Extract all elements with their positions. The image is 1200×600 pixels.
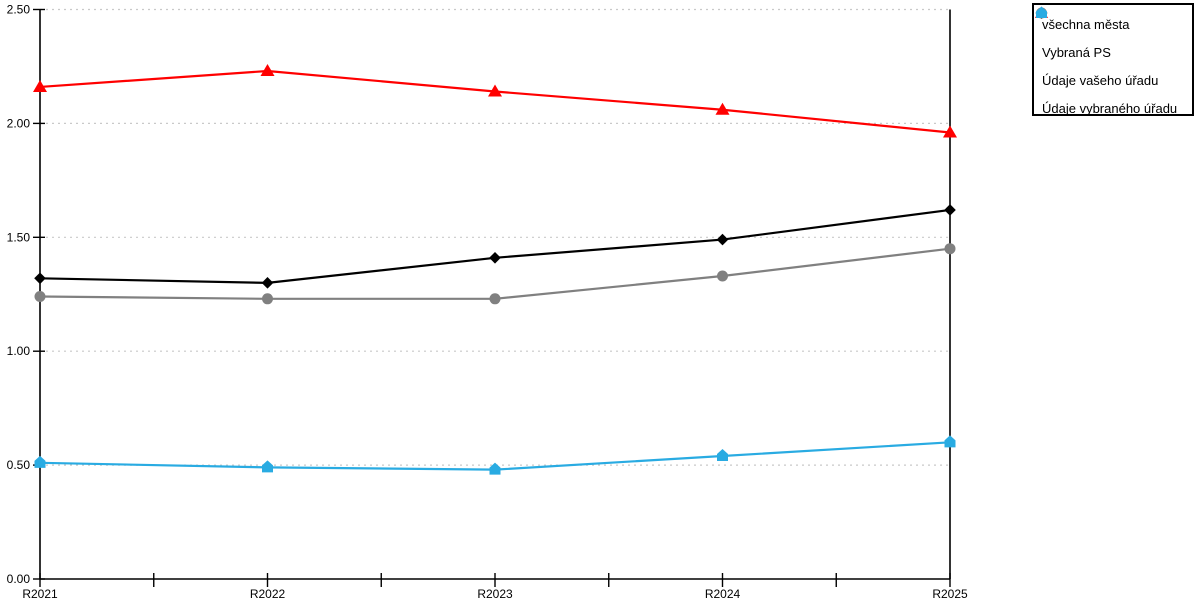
data-point [944, 435, 956, 448]
data-point [34, 291, 46, 303]
data-point [260, 64, 275, 77]
legend-item-label: Vybraná PS [1042, 44, 1111, 60]
data-point [943, 125, 957, 138]
data-point [489, 462, 501, 475]
y-axis-tick-label: 0.50 [7, 458, 31, 472]
legend-item-label: Údaje vašeho úřadu [1042, 72, 1159, 88]
legend-item-label: všechna města [1042, 16, 1130, 32]
x-axis-tick-label: R2022 [250, 587, 286, 600]
legend-item: Údaje vašeho úřadu [1035, 6, 1192, 94]
data-point [261, 277, 274, 289]
pentagon-marker-icon [1036, 6, 1047, 18]
data-point [488, 84, 502, 97]
series-line [39, 69, 951, 134]
series-line [39, 208, 951, 284]
data-point [716, 233, 729, 246]
data-point [34, 455, 46, 468]
data-point [944, 204, 956, 216]
x-axis-tick-label: R2025 [932, 587, 968, 600]
data-point [717, 448, 728, 461]
data-point [262, 460, 273, 473]
data-point [489, 252, 501, 264]
data-point [717, 270, 728, 282]
data-point [262, 293, 273, 305]
x-axis-tick-label: R2021 [22, 587, 58, 600]
y-axis-tick-label: 1.50 [7, 230, 31, 244]
data-point [715, 102, 730, 115]
y-axis-tick-label: 2.00 [7, 116, 31, 130]
x-axis-tick-label: R2023 [477, 587, 513, 600]
y-axis-tick-label: 0.00 [7, 572, 31, 586]
y-axis-tick-label: 1.00 [7, 344, 31, 358]
data-point [33, 79, 47, 92]
legend-item: všechna města [1035, 7, 1192, 38]
legend-item: Vybraná PS [1036, 7, 1192, 66]
data-point [34, 272, 46, 285]
x-axis-tick-label: R2024 [705, 587, 741, 600]
data-point [944, 243, 956, 255]
legend-item-label: Údaje vybraného úřadu [1042, 100, 1178, 116]
y-axis-tick-label: 2.50 [7, 3, 31, 17]
legend: všechna města Vybraná PS Údaje vašeho úřad… [1032, 3, 1194, 116]
legend-item: Údaje vybraného úřadu [1036, 6, 1192, 122]
data-point [489, 293, 501, 305]
